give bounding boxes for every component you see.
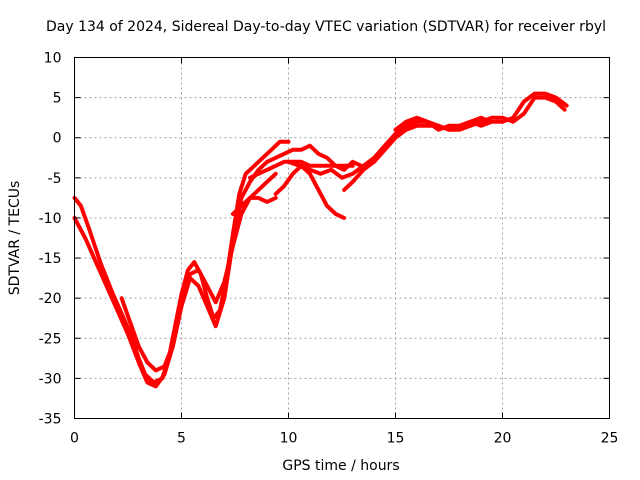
series-line-track-3 [119,171,278,373]
grid [74,57,610,419]
chart-title: Day 134 of 2024, Sidereal Day-to-day VTE… [46,19,606,35]
x-axis-label: GPS time / hours [282,458,399,474]
y-tick-label: -15 [39,251,62,267]
series-line-track-4 [230,195,278,216]
y-tick-label: -30 [39,371,62,387]
y-tick-label: -35 [39,412,62,428]
x-tick-label: 10 [280,431,298,447]
x-tick-label: 15 [387,431,405,447]
y-tick-label: -10 [39,211,62,227]
y-axis-label: SDTVAR / TECUs [7,181,23,296]
series-group [72,91,569,389]
series-line-track-5 [273,163,347,220]
y-tick-label: -20 [39,291,62,307]
x-tick-label: 0 [70,431,79,447]
x-tick-label: 20 [494,431,512,447]
plot-frame [74,57,610,419]
series-line-track-9 [342,95,567,192]
series-line-track-1 [72,139,291,385]
x-tick-label: 25 [601,431,619,447]
y-tick-label: 5 [53,91,62,107]
y-tick-label: -5 [48,171,62,187]
y-tick-label: 10 [44,51,62,67]
ticks [74,57,610,419]
series-line-track-7 [265,143,364,172]
series-line-track-10 [393,115,492,132]
x-tick-label: 5 [177,431,186,447]
x-tick-labels: 0 5 10 15 20 25 [70,431,618,447]
y-tick-label: -25 [39,331,62,347]
y-tick-labels: -35 -30 -25 -20 -15 -10 -5 0 5 10 [39,51,62,428]
y-tick-label: 0 [53,131,62,147]
